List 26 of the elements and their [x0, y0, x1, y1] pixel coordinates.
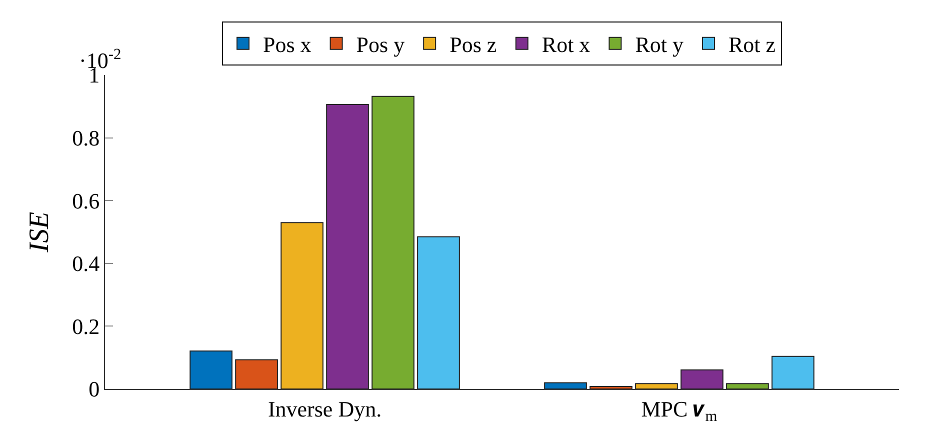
x-tick-label: Inverse Dyn. — [268, 396, 382, 422]
y-tick-label: 0.6 — [72, 188, 100, 214]
bar — [326, 104, 369, 389]
bar — [726, 383, 769, 389]
bar — [635, 383, 678, 389]
legend-label: Pos y — [356, 32, 405, 57]
legend-label: Rot x — [542, 32, 590, 57]
legend-label: Pos x — [263, 32, 312, 57]
bar — [772, 356, 814, 389]
legend-label: Rot y — [635, 32, 684, 57]
y-tick-label: 0.8 — [72, 126, 100, 150]
bar — [372, 96, 414, 389]
bar — [280, 222, 324, 389]
bar — [680, 369, 724, 389]
y-axis-title: ISE — [24, 212, 55, 254]
bar — [417, 236, 460, 389]
bar — [190, 350, 232, 389]
y-tick-label: 0.2 — [72, 314, 100, 339]
y-tick-label: 0 — [88, 376, 100, 402]
legend-label: Rot z — [728, 32, 776, 57]
bar — [544, 382, 587, 389]
x-tick-label: MPC 𝒗$_{m}$ — [641, 396, 718, 426]
bar — [235, 359, 278, 389]
bar — [590, 386, 632, 389]
legend-label: Pos z — [450, 32, 497, 57]
y-tick-label: 0.4 — [72, 251, 100, 276]
